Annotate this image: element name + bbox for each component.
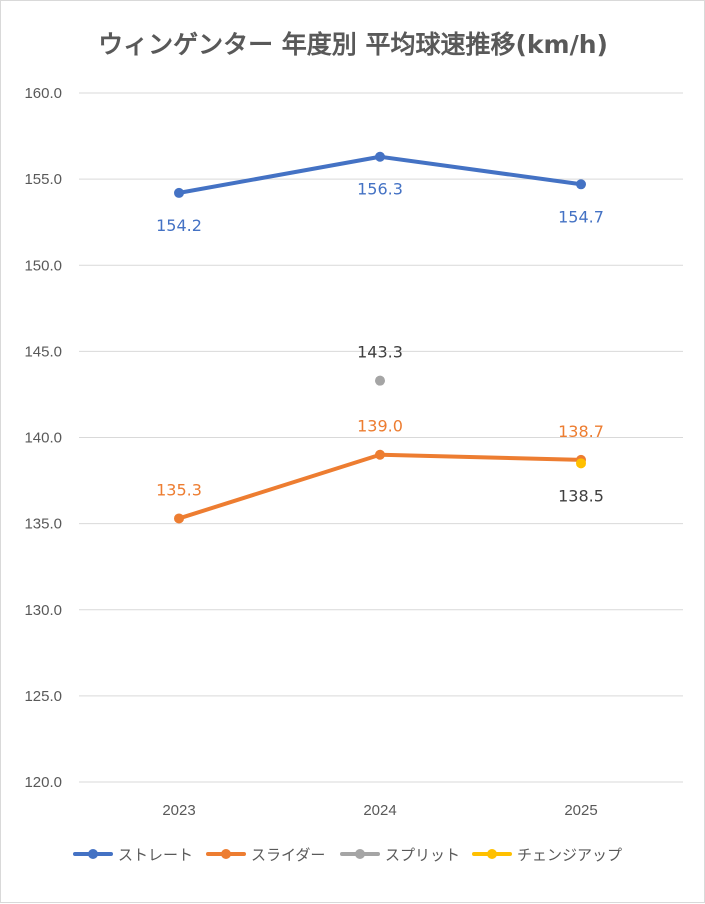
y-tick-label: 120.0	[24, 774, 62, 791]
data-label: 156.3	[357, 180, 403, 199]
data-label: 154.2	[156, 216, 202, 235]
series-line	[177, 452, 583, 521]
series-layer	[174, 151, 586, 524]
chart-title: ウィンゲンター 年度別 平均球速推移(km/h)	[98, 30, 608, 59]
legend-label: チェンジアップ	[517, 846, 622, 864]
grid-layer	[79, 92, 683, 783]
data-label: 135.3	[156, 480, 202, 499]
legend-label: スプリット	[385, 846, 460, 864]
data-label: 138.5	[558, 486, 604, 505]
x-axis-ticks: 2023 2024 2025	[162, 802, 597, 819]
y-axis-ticks: 120.0 125.0 130.0 135.0 140.0 145.0 150.0 155.0…	[24, 85, 62, 791]
y-tick-label: 160.0	[24, 85, 62, 102]
y-tick-label: 125.0	[24, 688, 62, 705]
y-tick-label: 135.0	[24, 516, 62, 533]
legend-marker	[487, 849, 497, 859]
data-label: 143.3	[357, 343, 403, 362]
data-label: 138.7	[558, 422, 604, 441]
data-point	[174, 513, 184, 524]
data-point	[375, 449, 385, 460]
x-tick-label: 2025	[564, 802, 597, 819]
data-label-layer: 154.2 156.3 154.7 135.3 139.0 138.7 143.3 138.5	[156, 180, 604, 506]
y-tick-label: 150.0	[24, 257, 62, 274]
y-tick-label: 155.0	[24, 171, 62, 188]
data-label: 154.7	[558, 207, 604, 226]
legend-label: ストレート	[118, 846, 193, 864]
legend-marker	[355, 849, 365, 859]
y-tick-label: 140.0	[24, 430, 62, 447]
legend: ストレート スライダー スプリット チェンジアップ	[73, 846, 622, 864]
legend-marker	[88, 849, 98, 859]
x-tick-label: 2023	[162, 802, 195, 819]
data-label: 139.0	[357, 417, 403, 436]
y-tick-label: 130.0	[24, 602, 62, 619]
legend-label: スライダー	[251, 846, 325, 864]
data-point	[375, 375, 385, 386]
x-tick-label: 2024	[363, 802, 396, 819]
data-point	[174, 187, 184, 198]
legend-marker	[221, 849, 231, 859]
data-point	[375, 151, 385, 162]
data-point	[576, 458, 586, 469]
data-point	[576, 179, 586, 190]
y-tick-label: 145.0	[24, 343, 62, 360]
